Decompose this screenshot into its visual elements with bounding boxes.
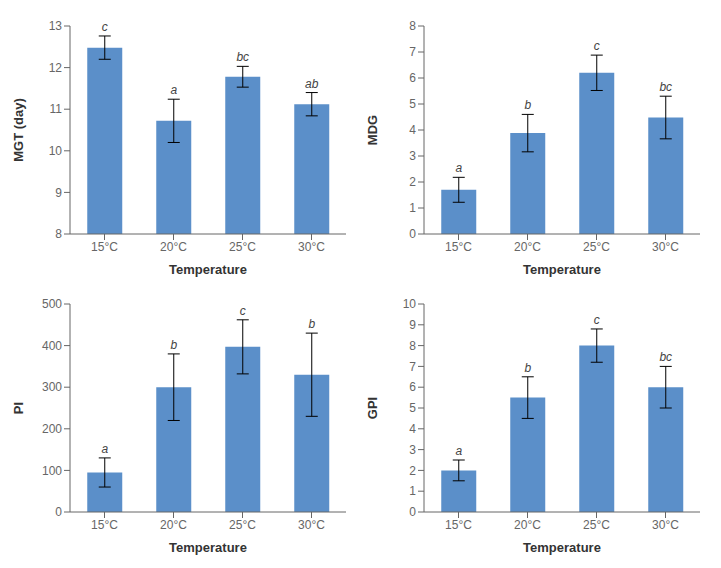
svg-text:20°C: 20°C xyxy=(160,518,187,532)
svg-text:PI: PI xyxy=(11,402,26,414)
svg-text:bc: bc xyxy=(659,350,672,364)
svg-text:0: 0 xyxy=(409,227,416,241)
svg-text:30°C: 30°C xyxy=(652,518,679,532)
svg-text:6: 6 xyxy=(409,71,416,85)
svg-text:20°C: 20°C xyxy=(514,518,541,532)
svg-text:25°C: 25°C xyxy=(229,518,256,532)
svg-text:5: 5 xyxy=(409,401,416,415)
svg-text:12: 12 xyxy=(49,61,63,75)
svg-text:ab: ab xyxy=(305,77,319,91)
svg-text:a: a xyxy=(455,161,462,175)
svg-text:b: b xyxy=(524,361,531,375)
svg-text:b: b xyxy=(524,98,531,112)
svg-text:bc: bc xyxy=(236,50,249,64)
svg-text:8: 8 xyxy=(409,19,416,33)
svg-text:10: 10 xyxy=(403,297,417,311)
svg-text:9: 9 xyxy=(409,318,416,332)
svg-text:c: c xyxy=(594,313,600,327)
svg-text:c: c xyxy=(240,304,246,318)
svg-text:1: 1 xyxy=(409,484,416,498)
svg-text:10: 10 xyxy=(49,144,63,158)
svg-text:500: 500 xyxy=(42,297,62,311)
svg-text:a: a xyxy=(170,83,177,97)
svg-text:15°C: 15°C xyxy=(91,240,118,254)
svg-text:MDG: MDG xyxy=(365,115,380,145)
svg-text:30°C: 30°C xyxy=(298,240,325,254)
svg-text:Temperature: Temperature xyxy=(523,540,601,555)
svg-text:Temperature: Temperature xyxy=(169,540,247,555)
svg-text:c: c xyxy=(102,20,108,34)
svg-text:7: 7 xyxy=(409,45,416,59)
svg-text:30°C: 30°C xyxy=(652,240,679,254)
svg-text:3: 3 xyxy=(409,443,416,457)
svg-text:5: 5 xyxy=(409,97,416,111)
svg-text:c: c xyxy=(594,39,600,53)
svg-text:200: 200 xyxy=(42,422,62,436)
svg-text:25°C: 25°C xyxy=(583,518,610,532)
svg-text:6: 6 xyxy=(409,380,416,394)
svg-text:25°C: 25°C xyxy=(229,240,256,254)
svg-text:7: 7 xyxy=(409,360,416,374)
svg-text:1: 1 xyxy=(409,201,416,215)
svg-text:GPI: GPI xyxy=(365,397,380,419)
svg-text:bc: bc xyxy=(659,80,672,94)
svg-text:0: 0 xyxy=(55,505,62,519)
svg-text:400: 400 xyxy=(42,339,62,353)
svg-text:4: 4 xyxy=(409,422,416,436)
svg-text:4: 4 xyxy=(409,123,416,137)
svg-text:15°C: 15°C xyxy=(445,518,472,532)
svg-text:11: 11 xyxy=(50,102,63,116)
svg-text:b: b xyxy=(308,317,315,331)
svg-text:15°C: 15°C xyxy=(445,240,472,254)
svg-text:0: 0 xyxy=(409,505,416,519)
svg-text:MGT (day): MGT (day) xyxy=(11,98,26,162)
svg-text:2: 2 xyxy=(409,464,416,478)
svg-text:8: 8 xyxy=(409,339,416,353)
svg-text:20°C: 20°C xyxy=(514,240,541,254)
svg-text:13: 13 xyxy=(49,19,63,33)
svg-text:b: b xyxy=(170,338,177,352)
svg-text:25°C: 25°C xyxy=(583,240,610,254)
svg-text:a: a xyxy=(455,444,462,458)
svg-text:3: 3 xyxy=(409,149,416,163)
svg-text:30°C: 30°C xyxy=(298,518,325,532)
svg-text:8: 8 xyxy=(55,227,62,241)
svg-text:15°C: 15°C xyxy=(91,518,118,532)
svg-text:300: 300 xyxy=(42,380,62,394)
svg-text:100: 100 xyxy=(42,464,62,478)
svg-text:2: 2 xyxy=(409,175,416,189)
svg-text:9: 9 xyxy=(55,186,62,200)
svg-text:a: a xyxy=(101,442,108,456)
svg-text:20°C: 20°C xyxy=(160,240,187,254)
svg-text:Temperature: Temperature xyxy=(523,262,601,277)
svg-text:Temperature: Temperature xyxy=(169,262,247,277)
